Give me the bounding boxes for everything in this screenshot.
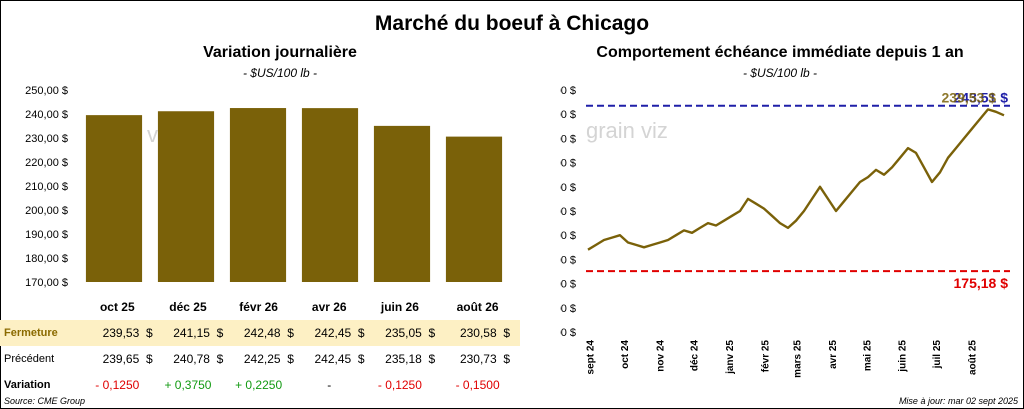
y-tick-label: 250,00 $ [25,85,68,97]
y-tick-label: 240,00 $ [560,109,576,121]
table-row-previous: Précédent 239,65 $ 240,78 $ 242,25 $ 242… [0,346,520,372]
prev-value: 242,25 [243,352,281,366]
prev-value: 240,78 [173,352,210,366]
table-row-close: Fermeture 239,53 $ 241,15 $ 242,48 $ 242… [0,320,520,346]
row-label: Précédent [4,353,55,365]
bar-chart: grain viz170,00 $180,00 $190,00 $200,00 … [25,85,503,289]
prev-value: 239,65 [102,352,140,366]
contract-table: oct 25 déc 25 févr 26 avr 26 juin 26 aoû… [0,294,520,398]
y-tick-label: 220,00 $ [25,157,68,169]
bar [373,125,431,282]
y-tick-label: 240,00 $ [25,109,68,121]
x-tick-label: oct 24 [620,340,631,369]
y-tick-label: 170,00 $ [560,279,576,291]
watermark: grain viz [586,118,668,143]
row-label: Variation [4,379,51,391]
right-chart-unit: - $US/100 lb - [742,66,818,80]
x-tick-label: août 25 [967,340,978,375]
y-tick-label: 230,00 $ [560,133,576,145]
bar [445,136,503,282]
variation-value: + 0,3750 [164,378,212,392]
y-tick-label: 200,00 $ [560,206,576,218]
price-line [587,108,1005,251]
x-tick-label: déc 24 [690,340,701,372]
bar [229,108,287,282]
y-tick-label: 150,00 $ [560,327,576,339]
low-value-label: 175,18 $ [954,275,1009,291]
high-value-label: 243,51 $ [954,90,1009,106]
variation-value: - 0,1250 [377,378,422,392]
source-note: Source: CME Group [4,396,86,406]
close-value: 230,58 [459,326,497,340]
prev-value: 242,45 [314,352,352,366]
y-tick-label: 190,00 $ [25,229,68,241]
y-tick-label: 210,00 $ [25,181,68,193]
right-chart-title: Comportement échéance immédiate depuis 1… [596,44,964,61]
last-value-label: 239,53 $ [942,90,997,106]
x-tick-label: févr 25 [761,340,772,373]
left-chart-title: Variation journalière [203,44,357,61]
y-tick-label: 190,00 $ [560,230,576,242]
y-tick-label: 230,00 $ [25,133,68,145]
prev-value: 235,18 [385,352,422,366]
y-tick-label: 220,00 $ [560,158,576,170]
row-label: Fermeture [4,327,58,339]
y-tick-label: 180,00 $ [25,253,68,265]
x-tick-label: juil 25 [932,340,943,370]
x-tick-label: mars 25 [793,340,804,378]
left-chart-unit: - $US/100 lb - [242,66,318,80]
table-row-variation: Variation - 0,1250 + 0,3750 + 0,2250 - -… [0,372,520,398]
x-tick-label: sept 24 [586,340,597,375]
variation-value: - 0,1500 [455,378,500,392]
close-value: 235,05 [385,326,422,340]
line-chart: grain viz 150,00 $ 160,00 $ 170,00 $ 180,00 … [560,85,1010,378]
y-tick-label: 200,00 $ [25,205,68,217]
x-tick-label: mai 25 [862,340,873,372]
main-title: Marché du boeuf à Chicago [374,12,650,35]
update-note: Mise à jour: mar 02 sept 2025 [898,396,1018,406]
x-tick-label: janv 25 [725,340,736,375]
y-tick-label: 180,00 $ [560,254,576,266]
prev-value: 230,73 [459,352,497,366]
bar [301,108,359,283]
col-header: févr 26 [239,300,278,314]
col-header: déc 25 [169,300,207,314]
y-tick-label: 170,00 $ [25,277,68,289]
x-tick-label: avr 25 [828,340,839,369]
col-header: août 26 [456,300,499,314]
y-tick-label: 250,00 $ [560,85,576,97]
y-tick-label: 160,00 $ [560,303,576,315]
col-header: avr 26 [311,300,347,314]
variation-value: - [327,378,332,392]
col-header: juin 26 [380,300,419,314]
col-header: oct 25 [99,300,135,314]
table-header-row: oct 25 déc 25 févr 26 avr 26 juin 26 aoû… [0,294,520,320]
close-value: 241,15 [173,326,210,340]
bar [157,111,215,283]
variation-value: - 0,1250 [95,378,140,392]
y-tick-label: 210,00 $ [560,182,576,194]
bar [85,115,143,283]
x-tick-label: juin 25 [898,340,909,373]
close-value: 242,45 [314,326,352,340]
variation-value: + 0,2250 [235,378,283,392]
x-tick-label: nov 24 [655,340,666,372]
close-value: 239,53 [102,326,140,340]
close-value: 242,48 [243,326,281,340]
